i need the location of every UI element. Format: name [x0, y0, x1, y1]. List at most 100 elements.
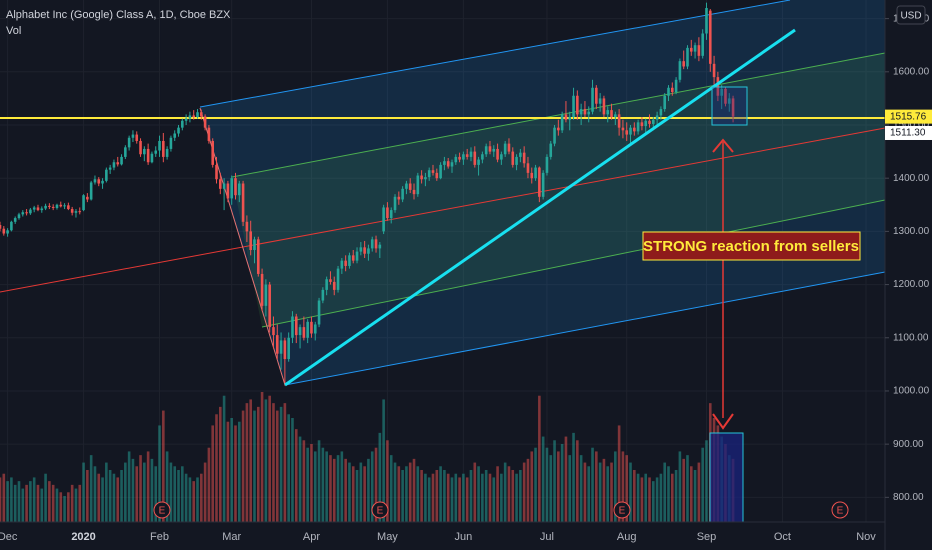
candle-body	[405, 183, 408, 189]
candle-body	[397, 196, 401, 200]
candle-body	[260, 273, 264, 306]
volume-bar	[374, 447, 378, 522]
x-tick-label: Mar	[222, 531, 241, 543]
volume-bar	[264, 399, 268, 522]
earnings-icon	[153, 501, 171, 519]
volume-bar	[139, 455, 142, 522]
volume-bar	[564, 436, 568, 522]
volume-bar	[519, 470, 522, 522]
x-tick-label: Apr	[303, 531, 320, 543]
candle-body	[659, 109, 663, 116]
volume-bar	[378, 432, 382, 522]
volume-bar	[701, 447, 704, 522]
y-tick-label: 1500.00	[893, 120, 930, 131]
volume-bar	[63, 496, 66, 522]
candle-body	[234, 178, 237, 196]
candle-body	[481, 154, 484, 160]
volume-bar	[348, 462, 351, 522]
candle-body	[435, 172, 439, 179]
candle-body	[693, 45, 697, 52]
grid	[0, 0, 885, 522]
price-tag	[885, 125, 932, 140]
candle-body	[44, 205, 47, 209]
candle-body	[298, 327, 302, 336]
candle-body	[469, 151, 473, 157]
candle-body	[629, 127, 632, 135]
volume-bar	[583, 462, 587, 522]
currency-badge[interactable]	[896, 5, 926, 25]
volume-bar	[93, 466, 97, 522]
candle-body	[633, 127, 636, 132]
volume-bar	[154, 466, 158, 522]
candle-body	[344, 260, 347, 266]
volume-bar	[689, 466, 693, 522]
volume-bar	[203, 462, 207, 522]
candle-body	[0, 225, 2, 229]
volume-bar	[344, 458, 347, 522]
earnings-icon	[371, 501, 389, 519]
pitchfork-handle	[199, 107, 286, 386]
arrow-head-down	[712, 413, 734, 430]
volume-bar	[412, 458, 416, 522]
volume-bar	[184, 473, 188, 522]
candle-body	[701, 33, 704, 56]
volume-bar	[2, 473, 6, 522]
price-tag-label: 1511.30	[890, 128, 926, 139]
volume-bar	[591, 447, 594, 522]
candle-body	[408, 183, 412, 190]
candle-body	[674, 79, 678, 93]
volume-bar	[446, 473, 450, 522]
volume-bar	[367, 458, 370, 522]
volume-bar	[424, 473, 427, 522]
x-tick-label: Nov	[856, 531, 876, 543]
candle-body	[158, 140, 161, 151]
volume-bar	[614, 451, 617, 522]
legend-volume: Vol	[6, 25, 21, 37]
volume-highlight-box	[709, 432, 744, 523]
candle-body	[291, 316, 294, 338]
candle-body	[275, 335, 279, 354]
candle-body	[446, 161, 450, 167]
candle-body	[606, 110, 610, 115]
volume-bar	[291, 418, 294, 522]
candle-body	[230, 178, 233, 199]
highlight-box	[711, 86, 748, 126]
volume-bar	[321, 447, 325, 522]
volume-bar	[253, 410, 256, 522]
candle-body	[720, 88, 723, 96]
candle-body	[154, 150, 158, 154]
candle-body	[237, 183, 241, 196]
candle-body	[583, 109, 587, 115]
candle-body	[93, 179, 97, 183]
volume-bar	[332, 458, 336, 522]
volume-bar	[450, 477, 454, 522]
candle-body	[640, 122, 644, 127]
y-tick-label: 900.00	[893, 439, 924, 450]
candle-body	[378, 244, 382, 249]
candle-body	[222, 183, 226, 189]
volume-bar	[200, 473, 203, 522]
volume-bar	[678, 451, 682, 522]
candle-body	[78, 211, 82, 213]
candle-body	[731, 98, 735, 117]
volume-bar	[325, 451, 328, 522]
volume-bar	[595, 451, 598, 522]
volume-bar	[32, 477, 36, 522]
volume-bar	[431, 473, 435, 522]
volume-bar	[462, 473, 465, 522]
volume-bar	[484, 470, 488, 522]
volume-bar	[146, 451, 150, 522]
candle-body	[146, 148, 150, 163]
candle-body	[382, 207, 385, 232]
candle-body	[169, 137, 173, 149]
candle-body	[564, 114, 568, 120]
candle-body	[541, 172, 545, 197]
candle-body	[670, 87, 674, 93]
volume-bar	[435, 470, 439, 522]
candle-body	[610, 110, 613, 118]
volume-bar	[382, 399, 385, 522]
candle-body	[97, 179, 101, 184]
candle-body	[279, 340, 283, 354]
volume-bar	[181, 466, 184, 522]
